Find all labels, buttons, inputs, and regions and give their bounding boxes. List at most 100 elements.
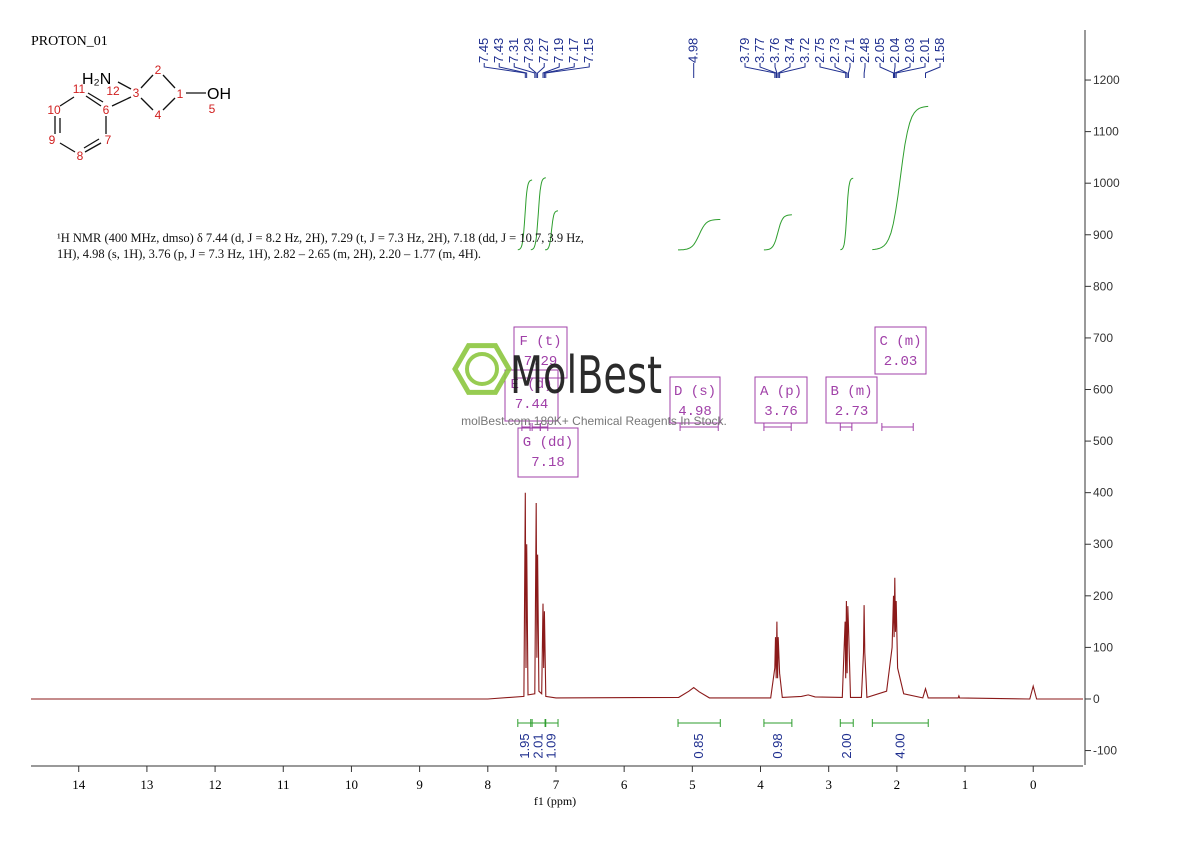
x-tick-label: 2 (894, 777, 901, 792)
multiplet-box (513, 326, 568, 379)
bond (59, 142, 76, 153)
y-tick-label: 800 (1093, 279, 1113, 293)
logo-hexagon (452, 343, 512, 395)
peak-label: 7.15 (581, 38, 596, 63)
multiplet-label: D (s) (674, 384, 716, 400)
peak-connector (819, 63, 847, 78)
peak-connector (895, 63, 926, 78)
atom-number: 7 (105, 133, 112, 147)
peak-connector (834, 63, 848, 78)
atom-number: 1 (177, 87, 184, 101)
y-tick-label: 900 (1093, 228, 1113, 242)
peak-label: 2.05 (872, 38, 887, 63)
integral-label: 1.09 (544, 733, 559, 758)
multiplet-shift: 4.98 (678, 404, 712, 420)
integral-curve (872, 105, 929, 251)
peak-label: 7.43 (491, 38, 506, 63)
peak-label: 2.04 (887, 38, 902, 63)
atom-number: 12 (106, 84, 120, 98)
hydroxyl-group: OH (207, 86, 231, 103)
y-tick-label: -100 (1093, 744, 1117, 758)
multiplet-shift: 2.73 (835, 404, 869, 420)
amine-group: H₂N (82, 71, 111, 88)
multiplet-label: F (t) (519, 334, 561, 350)
x-tick-label: 10 (345, 777, 358, 792)
integral-label: 1.95 (517, 733, 532, 758)
multiplet-shift: 2.03 (884, 354, 918, 370)
peak-connector (498, 63, 528, 78)
logo-ring (465, 352, 499, 386)
atom-number: 11 (73, 82, 86, 96)
peak-connector (779, 63, 806, 78)
bond (85, 95, 102, 107)
peak-connector (777, 63, 791, 78)
peak-connector (513, 63, 536, 78)
peak-label: 2.73 (827, 38, 842, 63)
peak-connector (893, 63, 896, 78)
integral-label: 2.00 (839, 733, 854, 758)
peak-label: 2.03 (902, 38, 917, 63)
peak-label: 3.72 (797, 38, 812, 63)
bond (140, 97, 154, 111)
integral-curve (840, 177, 854, 251)
y-tick-label: 400 (1093, 486, 1113, 500)
atom-number: 9 (49, 133, 56, 147)
integral-curve (678, 219, 721, 251)
peak-label: 3.79 (737, 38, 752, 63)
peak-label: 7.31 (506, 38, 521, 63)
x-tick-label: 13 (140, 777, 153, 792)
peak-label: 3.74 (782, 38, 797, 63)
peak-label: 7.19 (551, 38, 566, 63)
peak-connector (537, 63, 545, 78)
watermark-brand: MolBest (510, 346, 662, 406)
x-tick-label: 5 (689, 777, 696, 792)
multiplet-label: E (d) (510, 377, 552, 393)
multiplet-box (754, 376, 808, 424)
multiplet-shift: 7.29 (524, 354, 558, 370)
atom-number: 6 (103, 103, 110, 117)
integral-curve (517, 179, 533, 251)
x-tick-label: 11 (277, 777, 290, 792)
multiplet-box (669, 376, 721, 424)
integral-label: 2.01 (530, 733, 545, 758)
y-tick-label: 600 (1093, 383, 1113, 397)
nmr-description: ¹H NMR (400 MHz, dmso) δ 7.44 (d, J = 8.… (57, 231, 584, 261)
peak-connector (543, 63, 575, 78)
chart-title: PROTON_01 (31, 34, 108, 49)
peak-connector (894, 63, 911, 78)
y-tick-label: 1200 (1093, 73, 1120, 87)
peak-label: 4.98 (686, 38, 701, 63)
integral-curve (530, 177, 546, 251)
peak-label: 1.58 (932, 38, 947, 63)
atom-number: 8 (77, 149, 84, 163)
peak-connector (847, 63, 851, 78)
atom-number: 3 (133, 86, 140, 100)
bond (59, 96, 75, 107)
x-tick-label: 9 (416, 777, 423, 792)
peak-label: 7.27 (536, 38, 551, 63)
y-tick-label: 1100 (1093, 125, 1119, 139)
x-tick-label: 0 (1030, 777, 1037, 792)
y-tick-label: 100 (1093, 640, 1113, 654)
multiplet-label: G (dd) (523, 435, 573, 451)
spectrum-line (31, 492, 1083, 700)
atom-number: 5 (209, 102, 216, 116)
peak-connector (744, 63, 776, 78)
y-tick-label: 500 (1093, 434, 1113, 448)
multiplet-box (874, 326, 927, 375)
peak-label: 2.75 (812, 38, 827, 63)
peak-connector (774, 63, 778, 78)
peak-connector (542, 63, 560, 78)
multiplet-label: B (m) (830, 384, 872, 400)
bond (111, 96, 132, 107)
x-axis-label: f1 (ppm) (534, 794, 576, 808)
peak-connector (925, 63, 941, 78)
multiplet-shift: 3.76 (764, 404, 798, 420)
atom-number: 4 (155, 108, 162, 122)
bond (162, 74, 176, 89)
peak-label: 3.77 (752, 38, 767, 63)
peak-label: 7.29 (521, 38, 536, 63)
